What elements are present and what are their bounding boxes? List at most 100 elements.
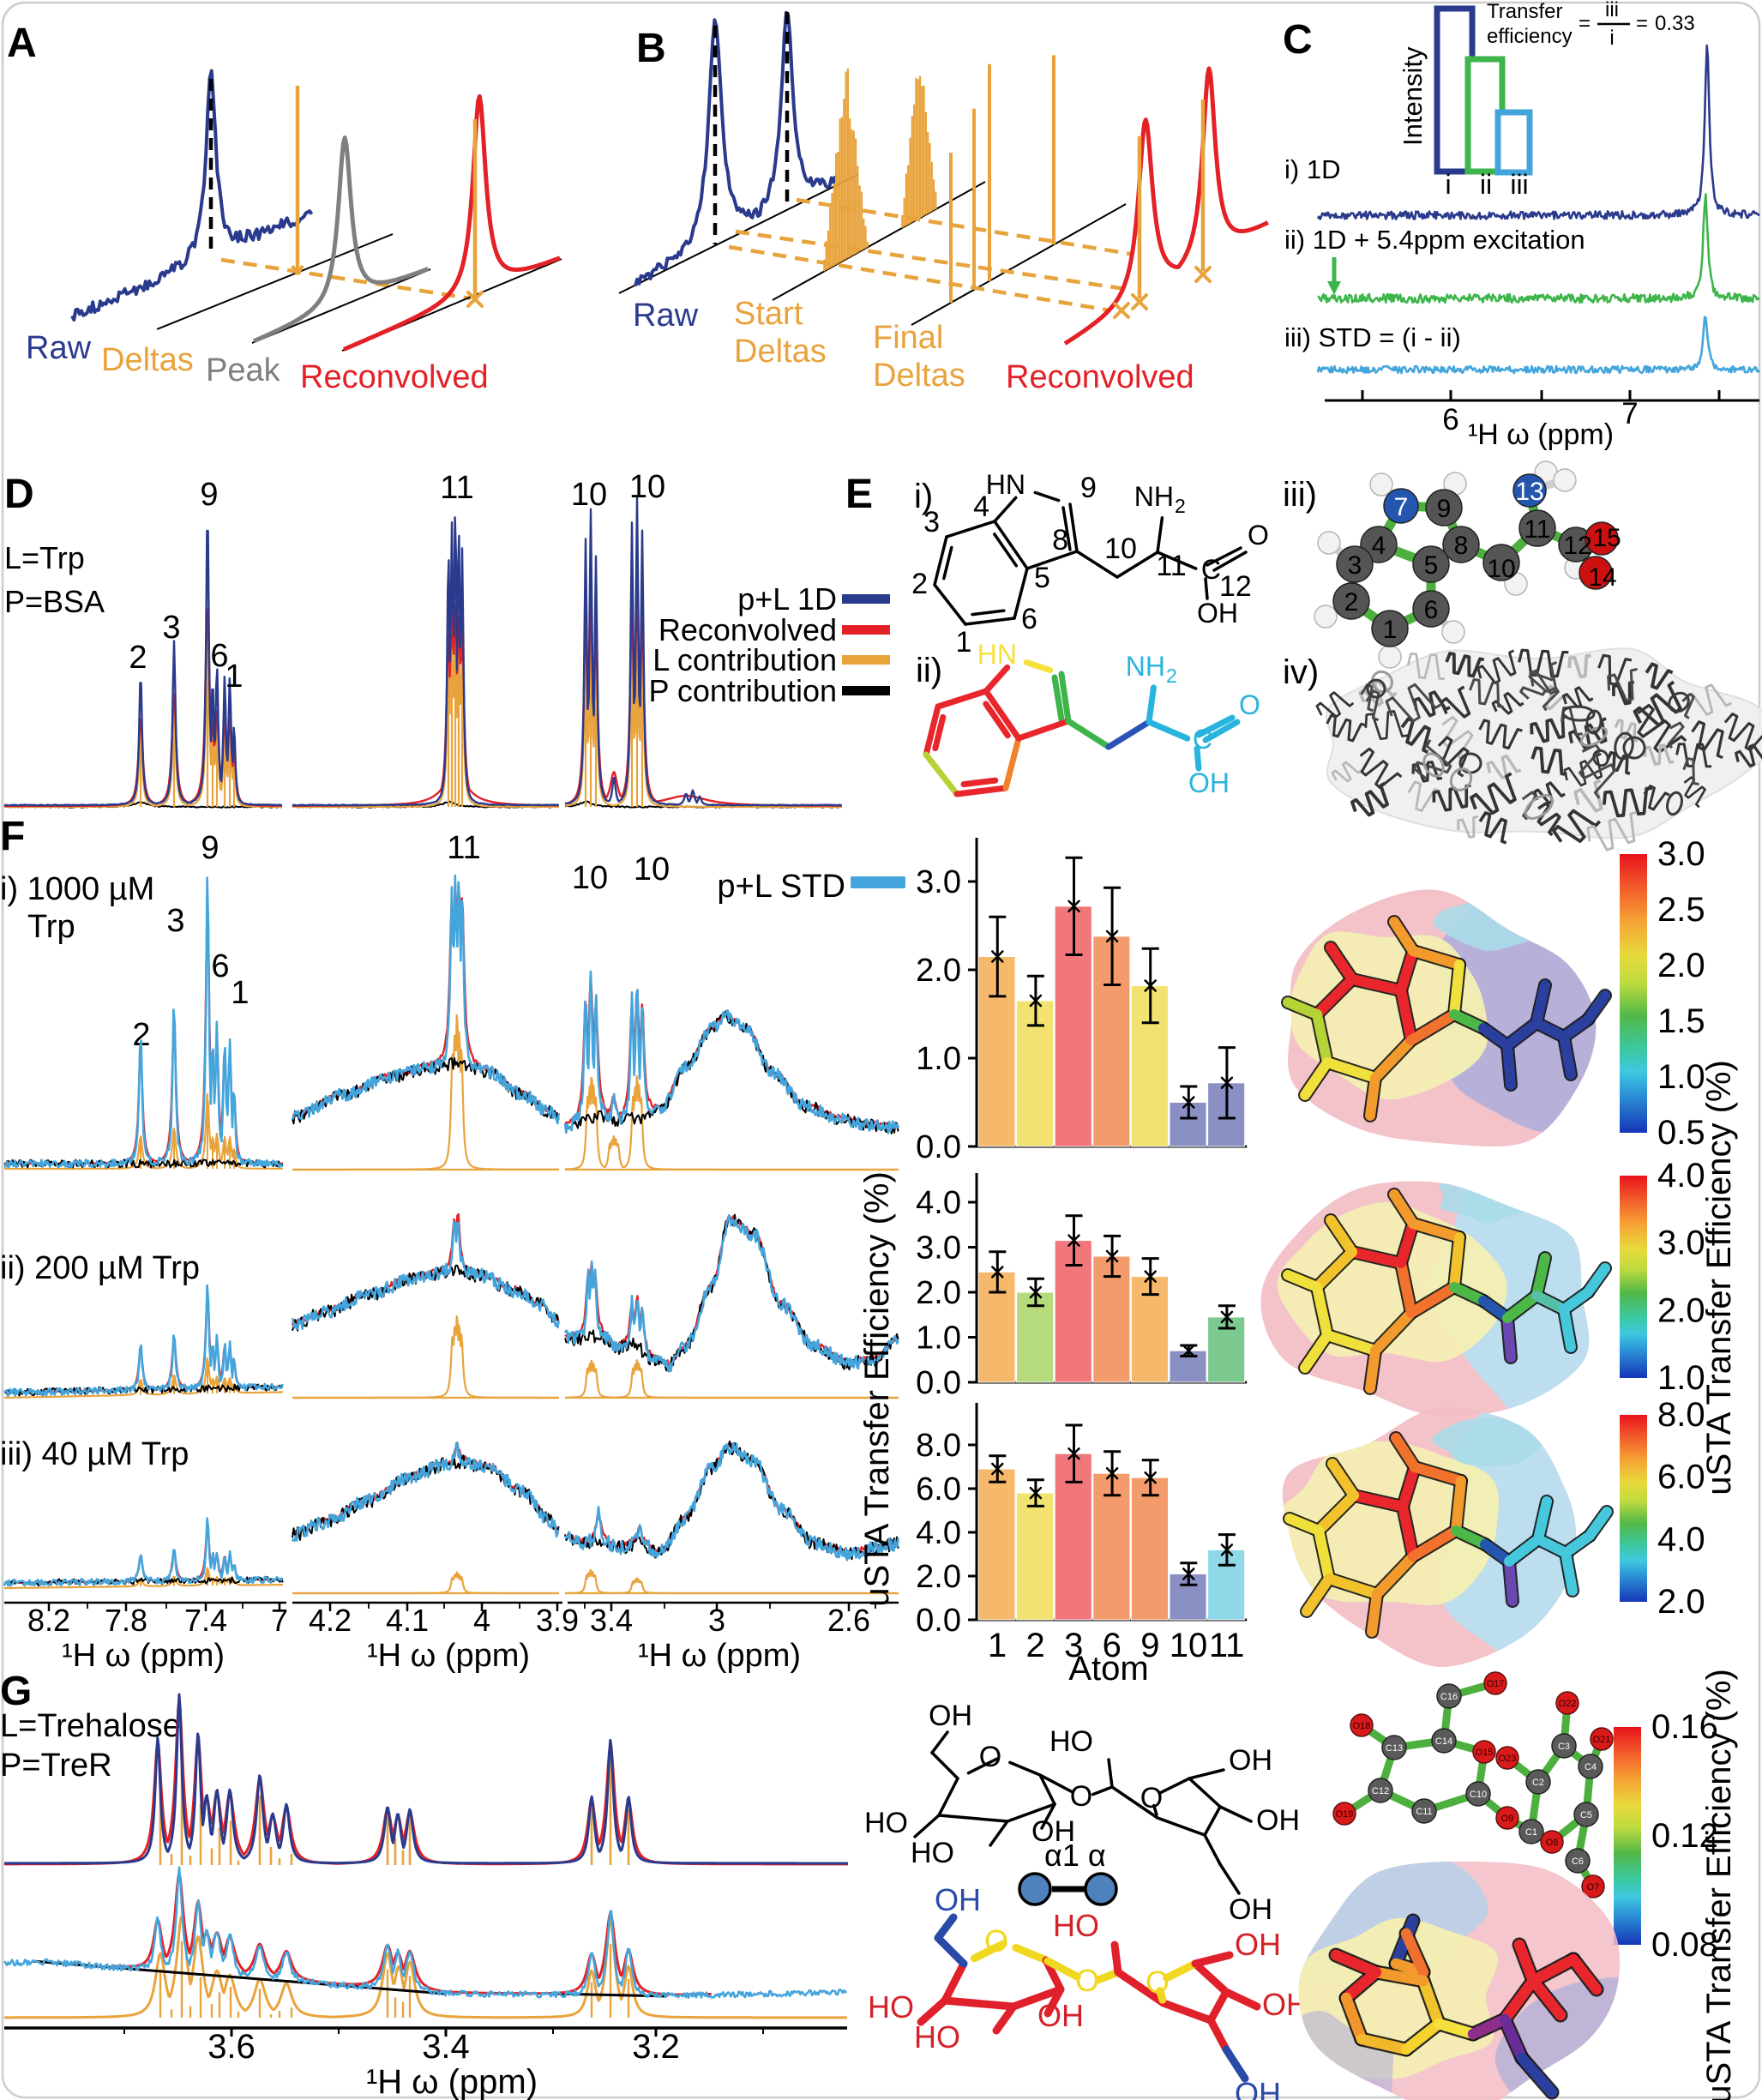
- svg-text:HO: HO: [1049, 1725, 1093, 1758]
- svg-text:Deltas: Deltas: [873, 358, 965, 394]
- svg-text:OH: OH: [929, 1700, 972, 1732]
- svg-text:O8: O8: [1546, 1838, 1559, 1848]
- svg-text:6: 6: [1424, 596, 1439, 624]
- svg-text:2.0: 2.0: [916, 1275, 961, 1311]
- svg-text:10: 10: [1104, 533, 1137, 565]
- svg-text:α1 α: α1 α: [1044, 1838, 1106, 1873]
- svg-text:5: 5: [1424, 551, 1439, 580]
- svg-text:O9: O9: [1501, 1814, 1514, 1824]
- svg-text:2: 2: [911, 568, 928, 600]
- svg-text:p+L 1D: p+L 1D: [737, 581, 837, 617]
- svg-text:OH: OH: [1229, 1744, 1272, 1777]
- svg-text:1: 1: [956, 626, 972, 659]
- svg-text:O: O: [1146, 1965, 1170, 2000]
- svg-text:11: 11: [440, 470, 473, 506]
- svg-text:1.0: 1.0: [916, 1041, 961, 1077]
- svg-text:7: 7: [1394, 493, 1409, 521]
- svg-text:iv): iv): [1283, 653, 1319, 691]
- svg-text:2.0: 2.0: [916, 953, 961, 989]
- svg-text:Deltas: Deltas: [101, 342, 194, 378]
- svg-text:2.0: 2.0: [916, 1559, 961, 1595]
- svg-text:Trp: Trp: [27, 909, 75, 945]
- svg-text:10: 10: [629, 469, 665, 505]
- svg-text:OH: OH: [1235, 2076, 1281, 2100]
- svg-text:7: 7: [1621, 397, 1638, 430]
- svg-text:3.4: 3.4: [590, 1603, 633, 1638]
- svg-text:3.0: 3.0: [916, 864, 961, 900]
- svg-text:P contribution: P contribution: [649, 673, 837, 708]
- svg-text:C10: C10: [1470, 1790, 1487, 1800]
- svg-text:3.9: 3.9: [536, 1603, 579, 1638]
- svg-text:7: 7: [271, 1603, 288, 1638]
- svg-text:OH: OH: [1229, 1893, 1272, 1926]
- svg-text:OH: OH: [1031, 1815, 1075, 1848]
- svg-text:3: 3: [923, 506, 940, 539]
- svg-text:p+L STD: p+L STD: [717, 869, 845, 905]
- svg-text:0.33: 0.33: [1655, 12, 1695, 35]
- svg-text:C6: C6: [1572, 1856, 1584, 1867]
- svg-text:HO: HO: [911, 1837, 954, 1869]
- svg-text:Atom: Atom: [1068, 1650, 1148, 1688]
- svg-text:12: 12: [1563, 532, 1591, 560]
- svg-text:O: O: [1070, 1780, 1092, 1813]
- svg-text:NH: NH: [1134, 481, 1174, 512]
- svg-text:10: 10: [572, 860, 608, 896]
- svg-text:O17: O17: [1487, 1679, 1505, 1689]
- svg-text:0.08: 0.08: [1651, 1926, 1718, 1964]
- svg-text:O18: O18: [1353, 1721, 1371, 1731]
- svg-text:C: C: [1283, 17, 1313, 63]
- svg-text:3.0: 3.0: [1657, 835, 1705, 873]
- svg-text:OH: OH: [935, 1882, 981, 1917]
- svg-text:Peak: Peak: [206, 352, 281, 388]
- svg-text:1: 1: [231, 975, 249, 1011]
- svg-text:O15: O15: [1476, 1748, 1494, 1758]
- svg-text:efficiency: efficiency: [1487, 25, 1573, 48]
- svg-text:2.0: 2.0: [1657, 1583, 1705, 1621]
- svg-text:9: 9: [1437, 495, 1452, 523]
- svg-text:4.0: 4.0: [916, 1185, 961, 1221]
- svg-text:4.0: 4.0: [916, 1515, 961, 1551]
- svg-text:¹H ω (ppm): ¹H ω (ppm): [366, 2063, 538, 2100]
- svg-text:3: 3: [1348, 551, 1362, 580]
- svg-text:uSTA Transfer Efficiency (%): uSTA Transfer Efficiency (%): [1700, 1060, 1738, 1495]
- svg-text:11: 11: [1524, 515, 1550, 544]
- svg-text:uSTA Transfer Efficiency (%): uSTA Transfer Efficiency (%): [1700, 1669, 1738, 2100]
- svg-text:G: G: [0, 1669, 32, 1714]
- svg-text:P=BSA: P=BSA: [4, 584, 105, 619]
- svg-text:11: 11: [447, 830, 480, 866]
- svg-text:13: 13: [1515, 478, 1543, 506]
- svg-text:uSTA Transfer Efficiency (%): uSTA Transfer Efficiency (%): [858, 1171, 896, 1607]
- svg-text:0.0: 0.0: [916, 1365, 961, 1401]
- svg-text:6: 6: [211, 948, 229, 984]
- svg-text:6.0: 6.0: [916, 1471, 961, 1507]
- svg-text:A: A: [7, 21, 37, 66]
- svg-text:F: F: [0, 814, 25, 859]
- svg-text:Final: Final: [873, 320, 943, 356]
- svg-text:C5: C5: [1580, 1810, 1592, 1820]
- svg-text:9: 9: [1080, 472, 1097, 504]
- svg-text:7.8: 7.8: [105, 1603, 147, 1638]
- svg-text:3: 3: [708, 1603, 725, 1638]
- svg-text:HN: HN: [986, 469, 1025, 500]
- svg-text:8.0: 8.0: [916, 1428, 961, 1464]
- svg-text:iii) 40 µM Trp: iii) 40 µM Trp: [0, 1436, 189, 1472]
- svg-text:0.12: 0.12: [1651, 1817, 1718, 1855]
- svg-text:8.0: 8.0: [1657, 1396, 1705, 1434]
- svg-text:O: O: [1239, 689, 1260, 720]
- svg-text:6.0: 6.0: [1657, 1459, 1705, 1496]
- svg-text:9: 9: [1140, 1627, 1159, 1664]
- svg-text:O: O: [979, 1741, 1001, 1773]
- svg-text:4.2: 4.2: [309, 1603, 352, 1638]
- svg-text:Start: Start: [734, 296, 803, 332]
- svg-text:OH: OH: [1188, 767, 1230, 798]
- svg-text:2.0: 2.0: [1657, 1291, 1705, 1329]
- svg-text:3.0: 3.0: [1657, 1224, 1705, 1262]
- svg-text:O22: O22: [1559, 1699, 1577, 1709]
- svg-text:Transfer: Transfer: [1487, 0, 1562, 23]
- svg-text:1.0: 1.0: [1657, 1058, 1705, 1096]
- svg-text:4.1: 4.1: [386, 1603, 429, 1638]
- svg-text:O: O: [1140, 1782, 1163, 1814]
- svg-text:4.0: 4.0: [1657, 1157, 1705, 1194]
- svg-text:OH: OH: [1037, 1998, 1084, 2033]
- svg-text:6: 6: [1021, 603, 1037, 635]
